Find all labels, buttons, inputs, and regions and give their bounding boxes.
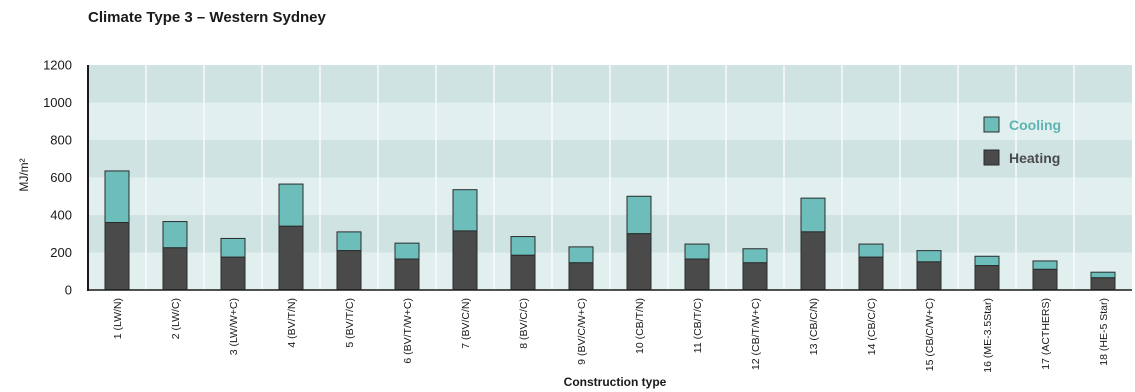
bar-heating (742, 262, 768, 291)
bar-heating (974, 265, 1000, 291)
bar-cooling (510, 236, 536, 256)
category-label: 4 (BV/T/N) (286, 298, 298, 348)
bar-heating (336, 250, 362, 291)
bar-cooling (104, 170, 130, 223)
y-tick-label: 1000 (43, 95, 72, 110)
bar-cooling (336, 231, 362, 252)
y-tick-label: 600 (50, 170, 72, 185)
bars-group (104, 170, 1116, 291)
x-axis-title: Construction type (564, 375, 667, 389)
category-label: 11 (CB/T/C) (692, 298, 704, 353)
bar-cooling (800, 197, 826, 233)
bar-heating (684, 258, 710, 291)
bar-cooling (742, 248, 768, 264)
bar-heating (1032, 268, 1058, 291)
bar-heating (568, 262, 594, 291)
bar-heating (916, 261, 942, 291)
category-label: 7 (BV/C/N) (460, 298, 472, 349)
bar-cooling (684, 243, 710, 260)
bar-heating (394, 258, 420, 291)
category-label: 8 (BV/C/C) (518, 298, 530, 349)
bar-cooling (568, 246, 594, 264)
bar-heating (858, 256, 884, 291)
bar-heating (626, 233, 652, 291)
legend-label-heating: Heating (1009, 150, 1060, 166)
y-tick-label: 800 (50, 133, 72, 148)
bar-cooling (1032, 260, 1058, 270)
category-label: 3 (LW/W+C) (228, 298, 240, 355)
category-label: 1 (LW/N) (112, 298, 124, 339)
bar-heating (162, 247, 188, 291)
category-label: 13 (CB/C/N) (808, 298, 820, 355)
bar-cooling (974, 255, 1000, 267)
legend: Cooling Heating (983, 116, 1061, 166)
chart-title: Climate Type 3 – Western Sydney (88, 9, 326, 26)
category-label: 10 (CB/T/N) (634, 298, 646, 354)
category-label: 15 (CB/C/W+C) (924, 298, 936, 371)
bar-heating (1090, 277, 1116, 291)
y-tick-label: 1200 (43, 58, 72, 73)
bar-heating (452, 230, 478, 291)
category-label: 6 (BV/T/W+C) (402, 298, 414, 364)
axes-group: 1 (LW/N) 2 (LW/C) 3 (LW/W+C) 4 (BV/T/N) 5 (B… (17, 58, 1132, 389)
bar-cooling (858, 243, 884, 258)
category-label: 12 (CB/T/W+C) (750, 298, 762, 370)
bar-heating (278, 225, 304, 291)
category-label: 2 (LW/C) (170, 298, 182, 339)
y-tick-label: 400 (50, 208, 72, 223)
bar-cooling (162, 221, 188, 249)
bar-heating (220, 256, 246, 291)
legend-swatch-heating (983, 149, 1000, 166)
category-label: 18 (HE-5 Star) (1098, 298, 1110, 366)
category-label: 5 (BV/T/C) (344, 298, 356, 348)
bar-cooling (1090, 271, 1116, 279)
bar-heating (510, 254, 536, 291)
category-label: 16 (ME-3.5Star) (982, 298, 994, 373)
bar-heating (104, 222, 130, 291)
bar-cooling (626, 195, 652, 235)
category-label: 14 (CB/C/C) (866, 298, 878, 355)
bar-cooling (916, 250, 942, 263)
bar-cooling (278, 183, 304, 227)
category-label: 17 (ACTHERS) (1040, 298, 1052, 370)
legend-swatch-cooling (983, 116, 1000, 133)
bar-cooling (394, 242, 420, 260)
plot-background (88, 65, 1132, 290)
y-axis-title: MJ/m² (17, 158, 31, 191)
bar-heating (800, 231, 826, 291)
bar-cooling (220, 237, 246, 258)
category-label: 9 (BV/C/W+C) (576, 298, 588, 365)
y-tick-label: 0 (65, 283, 72, 298)
bar-cooling (452, 189, 478, 232)
legend-label-cooling: Cooling (1009, 117, 1061, 133)
y-tick-label: 200 (50, 245, 72, 260)
